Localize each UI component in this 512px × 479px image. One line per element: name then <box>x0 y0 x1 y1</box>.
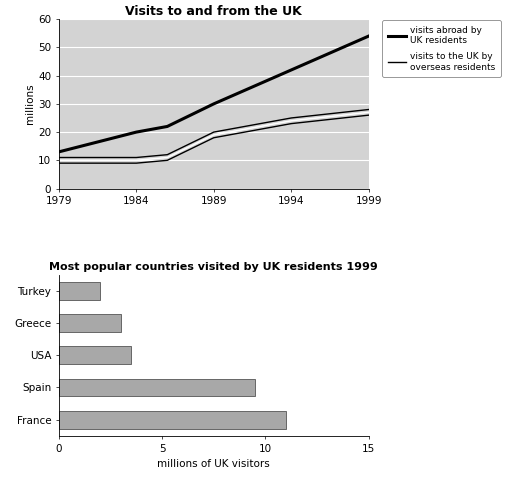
Bar <box>59 346 131 364</box>
visits abroad by
UK residents <box>56 149 62 155</box>
visits abroad by
UK residents <box>288 67 294 73</box>
visits to the UK by
overseas residents <box>288 121 294 126</box>
Bar <box>59 378 255 396</box>
Bar <box>59 411 286 429</box>
visits abroad by
UK residents <box>366 33 372 39</box>
visits to the UK by
overseas residents <box>164 158 170 163</box>
X-axis label: millions of UK visitors: millions of UK visitors <box>157 459 270 469</box>
Line: visits abroad by
UK residents: visits abroad by UK residents <box>59 36 369 152</box>
Bar <box>59 314 121 332</box>
Legend: visits abroad by
UK residents, visits to the UK by
overseas residents: visits abroad by UK residents, visits to… <box>382 20 501 77</box>
visits to the UK by
overseas residents <box>210 135 217 141</box>
visits to the UK by
overseas residents <box>133 160 139 166</box>
Y-axis label: millions: millions <box>25 83 35 124</box>
Line: visits to the UK by
overseas residents: visits to the UK by overseas residents <box>59 115 369 163</box>
Title: Visits to and from the UK: Visits to and from the UK <box>125 5 302 18</box>
visits to the UK by
overseas residents <box>366 112 372 118</box>
Bar <box>59 282 100 300</box>
Title: Most popular countries visited by UK residents 1999: Most popular countries visited by UK res… <box>49 262 378 273</box>
visits abroad by
UK residents <box>164 124 170 129</box>
visits to the UK by
overseas residents <box>56 160 62 166</box>
visits abroad by
UK residents <box>210 101 217 107</box>
visits abroad by
UK residents <box>133 129 139 135</box>
